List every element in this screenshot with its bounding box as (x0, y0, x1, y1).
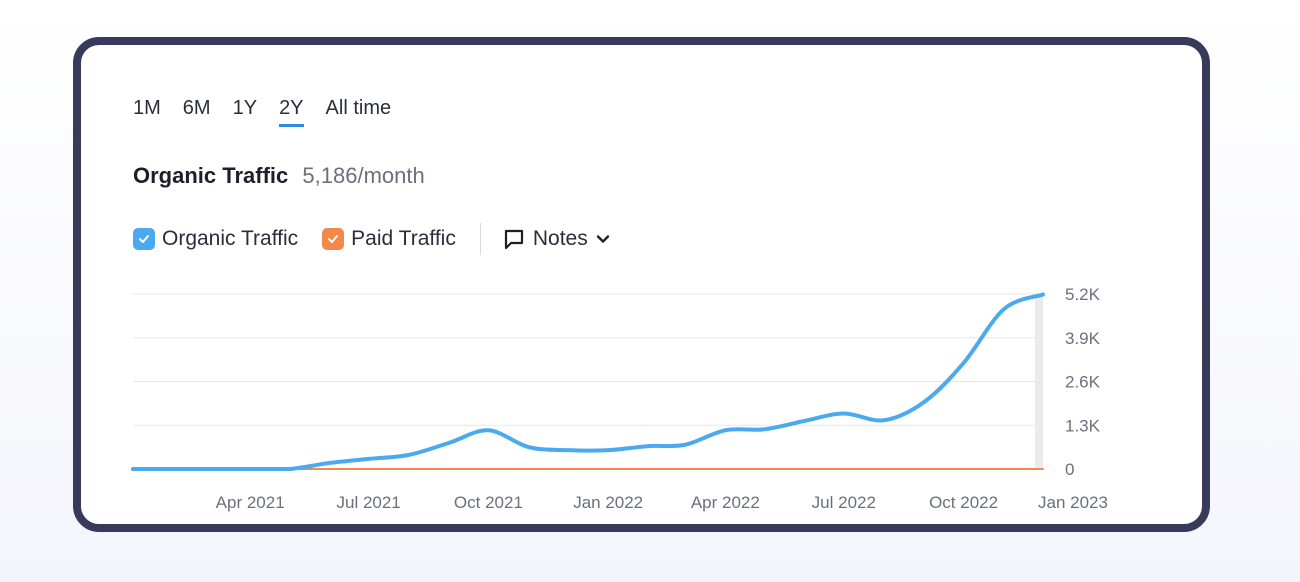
x-tick-label: Jul 2022 (812, 493, 876, 512)
paid-checkbox[interactable] (322, 228, 345, 250)
y-tick-label: 3.9K (1065, 329, 1101, 348)
range-tab-6m[interactable]: 6M (182, 97, 211, 119)
legend-divider (479, 223, 481, 255)
x-tick-label: Jan 2022 (573, 493, 643, 512)
x-tick-label: Oct 2021 (454, 493, 523, 512)
traffic-card: 1M 6M 1Y 2Y All time Organic Traffic 5,1… (73, 37, 1210, 532)
range-tab-all-time[interactable]: All time (325, 97, 392, 119)
x-tick-label: Oct 2022 (929, 493, 998, 512)
chevron-down-icon (596, 232, 610, 246)
hover-band (1035, 294, 1043, 469)
y-tick-label: 1.3K (1065, 416, 1101, 435)
legend-organic-label: Organic Traffic (162, 227, 299, 250)
x-tick-label: Apr 2022 (691, 493, 760, 512)
range-tab-2y[interactable]: 2Y (279, 97, 304, 127)
x-tick-label: Jul 2021 (336, 493, 400, 512)
y-tick-label: 2.6K (1065, 373, 1101, 392)
y-tick-label: 5.2K (1065, 285, 1101, 304)
summary-value: 5,186/month (302, 163, 425, 188)
range-tab-1m[interactable]: 1M (133, 97, 161, 119)
summary-label: Organic Traffic (133, 163, 289, 188)
x-tick-label: Apr 2021 (216, 493, 285, 512)
legend-organic-toggle[interactable]: Organic Traffic (133, 227, 298, 251)
y-tick-label: 0 (1065, 460, 1074, 479)
check-icon (139, 235, 149, 243)
range-tab-1y[interactable]: 1Y (232, 97, 258, 119)
comment-box-icon (503, 228, 525, 250)
organic-traffic-line (131, 292, 1045, 471)
notes-dropdown[interactable]: Notes (503, 227, 610, 251)
organic-traffic-chart: 0 1.3K 2.6K 3.9K 5.2K Apr 2021 Jul 2021 Oct 202… (131, 285, 1108, 512)
date-range-tabs: 1M 6M 1Y 2Y All time (133, 97, 391, 127)
organic-checkbox[interactable] (133, 228, 155, 250)
notes-label: Notes (532, 227, 588, 250)
x-tick-label: Jan 2023 (1038, 493, 1108, 512)
check-icon (328, 235, 339, 243)
legend-paid-toggle[interactable]: Paid Traffic (322, 227, 456, 251)
traffic-summary: Organic Traffic 5,186/month (133, 163, 425, 189)
legend-paid-label: Paid Traffic (351, 227, 456, 250)
chart-legend: Organic Traffic Paid Traffic Notes (133, 223, 610, 255)
